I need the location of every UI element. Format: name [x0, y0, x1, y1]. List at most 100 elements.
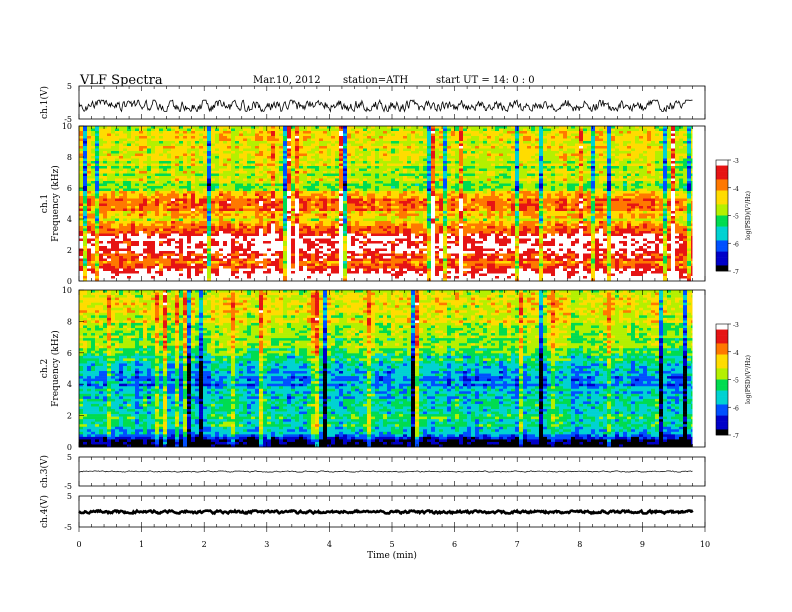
spectrogram-cell	[87, 161, 91, 164]
spectrogram-cell	[83, 168, 87, 172]
spectrogram-cell	[159, 173, 163, 177]
spectrogram-cell	[447, 201, 451, 204]
spectrogram-cell	[403, 141, 407, 144]
spectrogram-cell	[655, 158, 659, 162]
spectrogram-cell	[223, 198, 227, 202]
spectrogram-cell	[87, 131, 91, 134]
spectrogram-cell	[195, 131, 199, 134]
spectrogram-cell	[575, 201, 579, 204]
spectrogram-cell	[243, 156, 247, 159]
spectrogram-cell	[83, 198, 87, 202]
spectrogram-cell	[431, 176, 435, 179]
spectrogram-cell	[115, 176, 119, 179]
spectrogram-cell	[255, 156, 259, 159]
spectrogram-cell	[331, 203, 335, 207]
spectrogram-cell	[631, 171, 635, 174]
spectrogram-cell	[399, 166, 403, 169]
spectrogram-cell	[443, 191, 447, 194]
spectrogram-cell	[203, 176, 207, 179]
spectrogram-cell	[679, 143, 683, 147]
spectrogram-cell	[155, 193, 159, 197]
spectrogram-cell	[167, 203, 171, 207]
spectrogram-cell	[115, 196, 119, 199]
spectrogram-cell	[255, 148, 259, 152]
spectrogram-cell	[427, 136, 431, 139]
spectrogram-cell	[131, 161, 135, 164]
spectrogram-cell	[79, 181, 83, 184]
spectrogram-cell	[415, 163, 419, 167]
spectrogram-cell	[687, 181, 691, 184]
spectrogram-cell	[383, 141, 387, 144]
spectrogram-cell	[171, 203, 175, 207]
spectrogram-cell	[487, 131, 491, 134]
spectrogram-cell	[191, 183, 195, 187]
spectrogram-cell	[107, 178, 111, 182]
spectrogram-cell	[339, 178, 343, 182]
spectrogram-cell	[351, 171, 355, 174]
spectrogram-cell	[271, 146, 275, 149]
spectrogram-cell	[307, 188, 311, 192]
spectrogram-cell	[407, 131, 411, 134]
spectrogram-cell	[499, 166, 503, 169]
spectrogram-cell	[543, 126, 547, 129]
spectrogram-cell	[663, 198, 667, 202]
spectrogram-cell	[267, 161, 271, 164]
spectrogram-cell	[639, 148, 643, 152]
spectrogram-cell	[479, 181, 483, 184]
spectrogram-cell	[471, 171, 475, 174]
spectrogram-cell	[543, 146, 547, 149]
spectrogram-cell	[99, 151, 103, 154]
spectrogram-cell	[79, 158, 83, 162]
spectrogram-cell	[691, 196, 693, 199]
spectrogram-cell	[487, 133, 491, 137]
spectrogram-cell	[639, 176, 643, 179]
spectrogram-cell	[411, 163, 415, 167]
spectrogram-cell	[491, 171, 495, 174]
spectrogram-cell	[99, 191, 103, 194]
spectrogram-cell	[671, 171, 675, 174]
spectrogram-cell	[371, 201, 375, 204]
spectrogram-cell	[347, 193, 351, 197]
spectrogram-cell	[631, 156, 635, 159]
spectrogram-cell	[511, 153, 515, 157]
spectrogram-cell	[183, 156, 187, 159]
spectrogram-cell	[379, 126, 383, 129]
spectrogram-cell	[163, 168, 167, 172]
spectrogram-cell	[183, 176, 187, 179]
spectrogram-cell	[435, 193, 439, 197]
spectrogram-cell	[139, 166, 143, 169]
spectrogram-cell	[551, 156, 555, 159]
spectrogram-cell	[335, 178, 339, 182]
spectrogram-cell	[339, 198, 343, 202]
spectrogram-cell	[235, 183, 239, 187]
spectrogram-cell	[231, 173, 235, 177]
spectrogram-cell	[459, 171, 463, 174]
spectrogram-cell	[519, 168, 523, 172]
spectrogram-cell	[183, 158, 187, 162]
spectrogram-cell	[415, 153, 419, 157]
spectrogram-cell	[343, 176, 347, 179]
spectrogram-cell	[507, 186, 511, 189]
spectrogram-cell	[215, 131, 219, 134]
spectrogram-cell	[571, 156, 575, 159]
spectrogram-cell	[199, 196, 203, 199]
spectrogram-cell	[207, 168, 211, 172]
spectrogram-cell	[627, 151, 631, 154]
spectrogram-cell	[179, 171, 183, 174]
spectrogram-cell	[479, 143, 483, 147]
spectrogram-cell	[499, 181, 503, 184]
spectrogram-cell	[659, 196, 663, 199]
spectrogram-cell	[675, 166, 679, 169]
spectrogram-cell	[427, 153, 431, 157]
spectrogram-cell	[355, 181, 359, 184]
spectrogram-cell	[91, 136, 95, 139]
spectrogram-cell	[535, 186, 539, 189]
spectrogram-cell	[315, 161, 319, 164]
spectrogram-cell	[663, 186, 667, 189]
spectrogram-cell	[239, 181, 243, 184]
spectrogram-cell	[119, 183, 123, 187]
spectrogram-cell	[515, 181, 519, 184]
spectrogram-cell	[619, 188, 623, 192]
spectrogram-cell	[99, 201, 103, 204]
spectrogram-cell	[339, 131, 343, 134]
